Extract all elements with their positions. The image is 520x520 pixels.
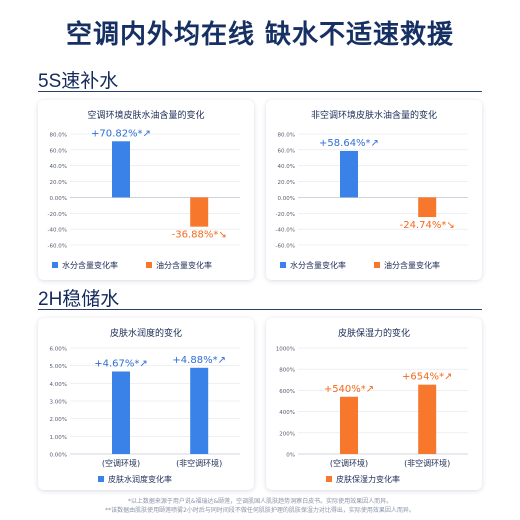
x-category-label: (空调环境)	[330, 458, 368, 468]
chart-card-hydration: 皮肤水润度的变化 6.00% 5.00% 4.00% 3.00% 2.00% 1.00% 0.…	[38, 318, 254, 490]
y-tick-label: 5.00%	[50, 364, 67, 370]
y-tick-label: 2.00%	[50, 417, 67, 423]
y-tick-label: 6.00%	[50, 347, 67, 353]
y-tick-label: 40.0%	[50, 164, 67, 170]
legend-label: 油分含量变化率	[156, 260, 212, 270]
x-category-label: (非空调环境)	[176, 458, 222, 468]
y-tick-label: 0.00%	[50, 453, 67, 459]
chart-title: 空调环境皮肤水油含量的变化	[87, 109, 204, 121]
legend-label: 水分含量变化率	[62, 260, 118, 270]
data-label: +4.67%*↗	[94, 358, 148, 369]
bar	[112, 371, 130, 454]
legend-swatch	[52, 262, 58, 268]
y-tick-label: 80.0%	[50, 133, 67, 139]
legend-swatch	[326, 476, 332, 482]
legend-swatch	[98, 476, 104, 482]
bar	[418, 384, 437, 454]
data-label: +540%*↗	[324, 384, 374, 395]
y-tick-label: 200%	[279, 431, 295, 437]
y-tick-label: -20.0%	[48, 212, 67, 218]
y-tick-label: 60.0%	[278, 148, 295, 154]
legend-swatch	[280, 262, 286, 268]
bar	[112, 141, 130, 198]
headline: 空调内外均在线 缺水不适速救援	[65, 20, 455, 50]
y-tick-label: 20.0%	[50, 180, 67, 186]
section-title-store: 2H稳储水	[38, 289, 120, 310]
data-label: +58.64%*↗	[319, 138, 379, 149]
y-tick-label: 400%	[279, 410, 295, 416]
footnote-1: *以上数据来源于用户说&福瑞达&颐莲，空调肌国人肌肤趋势洞察白皮书。实际使用效果…	[127, 498, 393, 505]
chart-moisture-retention: 皮肤保湿力的变化 1000% 800% 600% 400% 200% 0% +540%*↗ (空…	[276, 327, 468, 484]
y-tick-label: 20.0%	[278, 180, 295, 186]
section-divider-quick	[38, 91, 482, 92]
y-tick-label: 600%	[279, 389, 295, 395]
bar	[340, 150, 358, 198]
y-tick-label: -40.0%	[48, 228, 67, 234]
y-tick-label: -60.0%	[48, 244, 67, 250]
legend-label: 皮肤水润度变化率	[108, 474, 172, 484]
bar	[418, 197, 437, 218]
bar	[190, 197, 209, 227]
y-tick-label: -40.0%	[276, 228, 295, 234]
data-label: -24.74%*↘	[400, 220, 455, 231]
data-label: +4.88%*↗	[172, 355, 226, 366]
y-tick-label: 0%	[286, 453, 295, 459]
legend-label: 油分含量变化率	[384, 260, 440, 270]
legend-label: 水分含量变化率	[290, 260, 346, 270]
chart-card-moisture-retention: 皮肤保湿力的变化 1000% 800% 600% 400% 200% 0% +540%*↗ (空…	[266, 318, 482, 490]
y-tick-label: 0.00%	[50, 196, 67, 202]
y-tick-label: 60.0%	[50, 148, 67, 154]
section-divider-store	[38, 309, 482, 310]
y-tick-label: 80.0%	[278, 133, 295, 139]
bar	[340, 396, 358, 454]
legend-swatch	[146, 262, 152, 268]
y-tick-label: -60.0%	[276, 244, 295, 250]
footnote-2: **该数据由肌肤使用颐莲喷雾2小时后与同时间段不做任何肌肤护理的肌肤保湿力对比得…	[105, 507, 415, 514]
section-title-quick: 5S速补水	[38, 71, 119, 92]
y-tick-label: 1000%	[276, 347, 295, 353]
chart-hydration: 皮肤水润度的变化 6.00% 5.00% 4.00% 3.00% 2.00% 1.00% 0.…	[50, 327, 240, 484]
bar	[190, 367, 209, 454]
y-tick-label: 800%	[279, 368, 295, 374]
chart-title: 皮肤保湿力的变化	[338, 327, 410, 339]
y-tick-label: 4.00%	[50, 382, 67, 388]
y-tick-label: 3.00%	[50, 400, 67, 406]
chart-card-nonac-water-oil: 非空调环境皮肤水油含量的变化 80.0% 60.0% 40.0% 20.0% 0.00% -…	[266, 100, 482, 280]
chart-title: 非空调环境皮肤水油含量的变化	[311, 109, 437, 121]
y-tick-label: 1.00%	[50, 435, 67, 441]
legend-swatch	[374, 262, 380, 268]
y-tick-label: 0.00%	[278, 196, 295, 202]
y-tick-label: 40.0%	[278, 164, 295, 170]
chart-card-ac-water-oil: 空调环境皮肤水油含量的变化 80.0% 60.0% 40.0% 20.0% 0.00% -2…	[38, 100, 254, 280]
chart-ac-water-oil: 空调环境皮肤水油含量的变化 80.0% 60.0% 40.0% 20.0% 0.00% -2…	[48, 109, 240, 270]
legend-label: 皮肤保湿力变化率	[336, 474, 400, 484]
x-category-label: (非空调环境)	[404, 458, 450, 468]
chart-title: 皮肤水润度的变化	[110, 327, 182, 339]
data-label: -36.88%*↘	[172, 230, 227, 241]
data-label: +70.82%*↗	[91, 128, 151, 139]
chart-nonac-water-oil: 非空调环境皮肤水油含量的变化 80.0% 60.0% 40.0% 20.0% 0.00% -…	[276, 109, 468, 270]
y-tick-label: -20.0%	[276, 212, 295, 218]
data-label: +654%*↗	[402, 372, 452, 383]
x-category-label: (空调环境)	[102, 458, 140, 468]
